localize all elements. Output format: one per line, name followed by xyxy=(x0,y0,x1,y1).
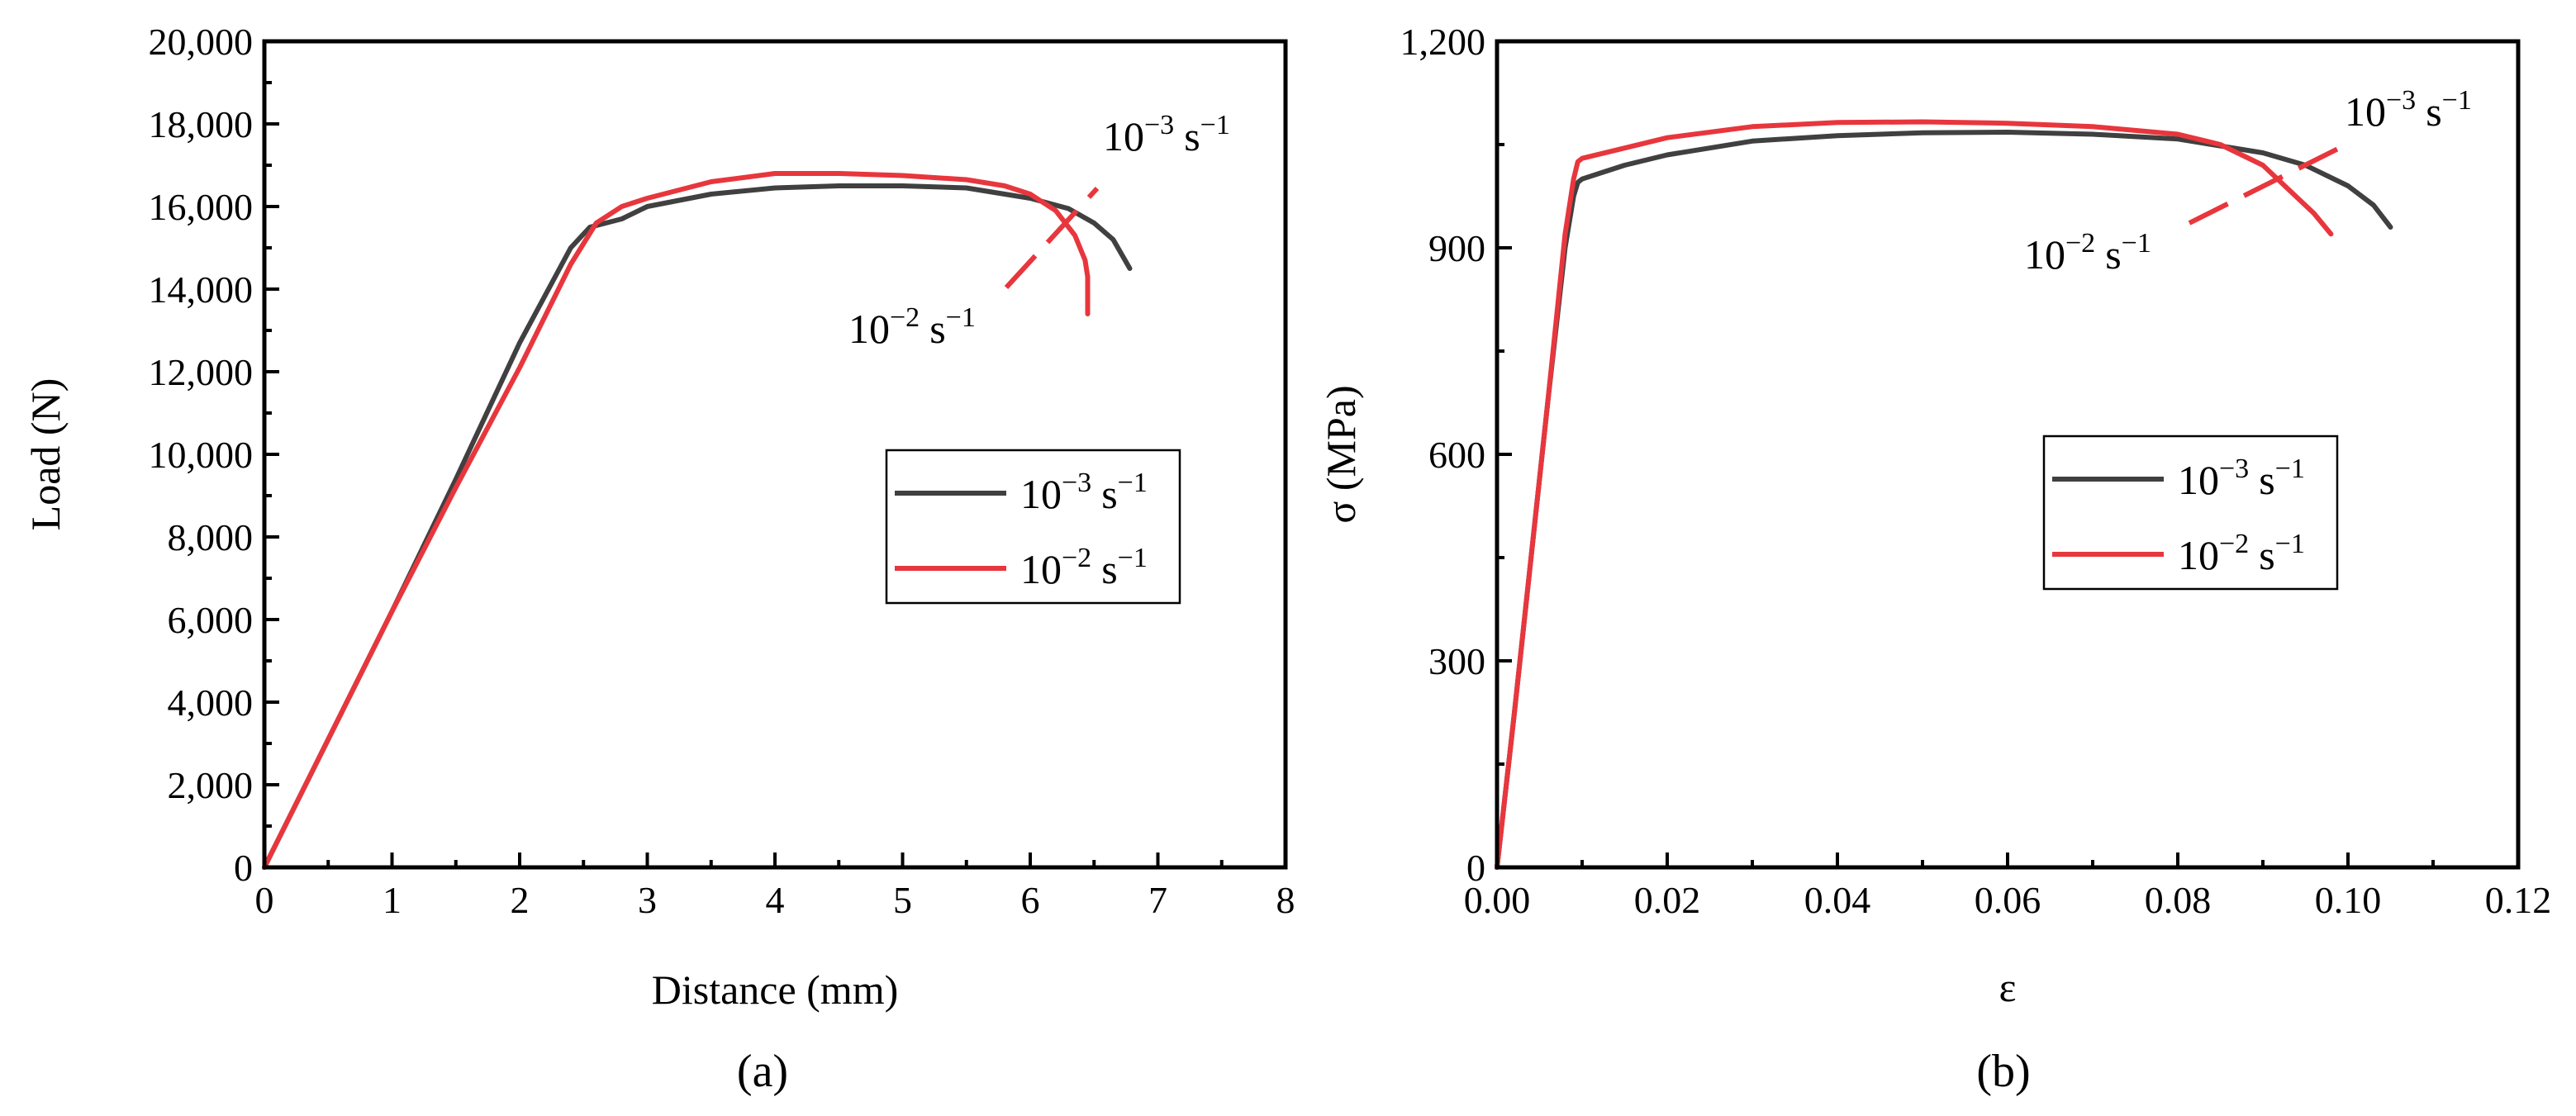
panel-a-x-tick-label: 4 xyxy=(766,879,785,921)
panel-b-annotation-1e2: 10−2 s−1 xyxy=(2024,228,2151,278)
panel-a-annotation-1e3: 10−3 s−1 xyxy=(1103,110,1230,159)
panel-a-y-tick-label: 20,000 xyxy=(149,21,254,63)
panel-b-annotation-leader-line xyxy=(2188,146,2340,226)
panel-a-y-tick-label: 8,000 xyxy=(168,516,254,558)
panel-b-x-tick-label: 0.02 xyxy=(1634,879,1701,921)
panel-a-legend-entry-1e3: 10−3 s−1 xyxy=(1020,468,1148,517)
panel-a-annotation-leader-line xyxy=(1004,186,1100,290)
panel-a-y-tick-label: 14,000 xyxy=(149,268,254,311)
panel-b-label: (b) xyxy=(1976,1046,2030,1097)
panel-b-y-tick-label: 900 xyxy=(1428,227,1485,269)
panel-b-x-tick-label: 0.08 xyxy=(2145,879,2212,921)
panel-b-x-tick-label: 0.06 xyxy=(1975,879,2041,921)
panel-b-plot-frame xyxy=(1495,39,2521,870)
panel-a-annotation-1e2: 10−2 s−1 xyxy=(848,302,976,352)
panel-a-y-tick-label: 2,000 xyxy=(168,764,254,806)
panel-a-legend-entry-1e2: 10−2 s−1 xyxy=(1020,543,1148,592)
panel-b-chart: 0.00 0.02 0.04 0.06 0.08 0.10 0.12 0 300 600 900 1,… xyxy=(1318,21,2551,1097)
panel-b-legend: 10−3 s−1 10−2 s−1 xyxy=(2042,435,2339,591)
panel-a-legend: 10−3 s−1 10−2 s−1 xyxy=(885,449,1181,605)
panel-a-y-tick-label: 12,000 xyxy=(149,351,254,393)
panel-a-label: (a) xyxy=(737,1046,788,1097)
panel-a-series-line-1e3 xyxy=(262,183,1133,870)
panel-b-y-tick-label: 600 xyxy=(1428,434,1485,476)
panel-b-x-tick-label: 0.10 xyxy=(2315,879,2382,921)
panel-b-y-tick-label: 1,200 xyxy=(1400,21,1486,63)
panel-b-x-tick-label: 0.00 xyxy=(1464,879,1531,921)
panel-a-plot-frame xyxy=(262,39,1288,870)
panel-a-y-tick-label: 0 xyxy=(234,847,253,889)
panel-b-y-tick-label: 0 xyxy=(1466,847,1485,889)
panel-b-legend-entry-1e2: 10−2 s−1 xyxy=(2178,529,2305,578)
panel-b-tick-labels: 0.00 0.02 0.04 0.06 0.08 0.10 0.12 0 300 600 900 1,… xyxy=(1400,21,2552,921)
panel-a-x-tick-label: 2 xyxy=(511,879,530,921)
panel-a-x-axis-title: Distance (mm) xyxy=(652,966,899,1013)
panel-a-x-tick-label: 6 xyxy=(1021,879,1040,921)
panel-b-x-tick-label: 0.04 xyxy=(1804,879,1871,921)
panel-a-chart: 0 1 2 3 4 5 6 7 8 0 2,000 4,000 6,000 8,000 10,000 12,0… xyxy=(22,21,1295,1097)
panel-a-x-tick-label: 3 xyxy=(638,879,657,921)
panel-b-y-tick-label: 300 xyxy=(1428,640,1485,682)
panel-a-y-tick-label: 4,000 xyxy=(168,681,254,724)
panel-a-tick-labels: 0 1 2 3 4 5 6 7 8 0 2,000 4,000 6,000 8,000 10,000 12,0… xyxy=(149,21,1295,921)
panel-a-series-line-1e2 xyxy=(262,171,1091,870)
panel-a-y-tick-label: 6,000 xyxy=(168,599,254,641)
panel-a-y-axis-title: Load (N) xyxy=(22,378,69,531)
panel-b-legend-entry-1e3: 10−3 s−1 xyxy=(2178,454,2305,503)
panel-a-series xyxy=(262,171,1133,870)
panel-a-x-tick-label: 0 xyxy=(255,879,274,921)
panel-a-legend-box xyxy=(885,449,1181,605)
panel-b-ticks xyxy=(1495,40,2520,869)
panel-b-x-axis-title: ε xyxy=(1999,964,2017,1010)
panel-b-series xyxy=(1495,119,2393,870)
panel-b-series-line-1e2 xyxy=(1495,119,2334,870)
panel-a-y-tick-label: 16,000 xyxy=(149,186,254,228)
panel-a-y-tick-label: 18,000 xyxy=(149,103,254,145)
panel-b-annotation-1e3: 10−3 s−1 xyxy=(2345,85,2472,135)
panel-a-x-tick-label: 5 xyxy=(893,879,912,921)
panel-a-x-tick-label: 7 xyxy=(1148,879,1167,921)
panel-a-y-tick-label: 10,000 xyxy=(149,434,254,476)
panel-b-y-axis-title: σ (MPa) xyxy=(1318,385,1364,523)
panel-a-x-tick-label: 1 xyxy=(383,879,402,921)
panel-a-x-tick-label: 8 xyxy=(1276,879,1295,921)
panel-b-legend-box xyxy=(2042,435,2339,591)
panel-b-x-tick-label: 0.12 xyxy=(2485,879,2552,921)
